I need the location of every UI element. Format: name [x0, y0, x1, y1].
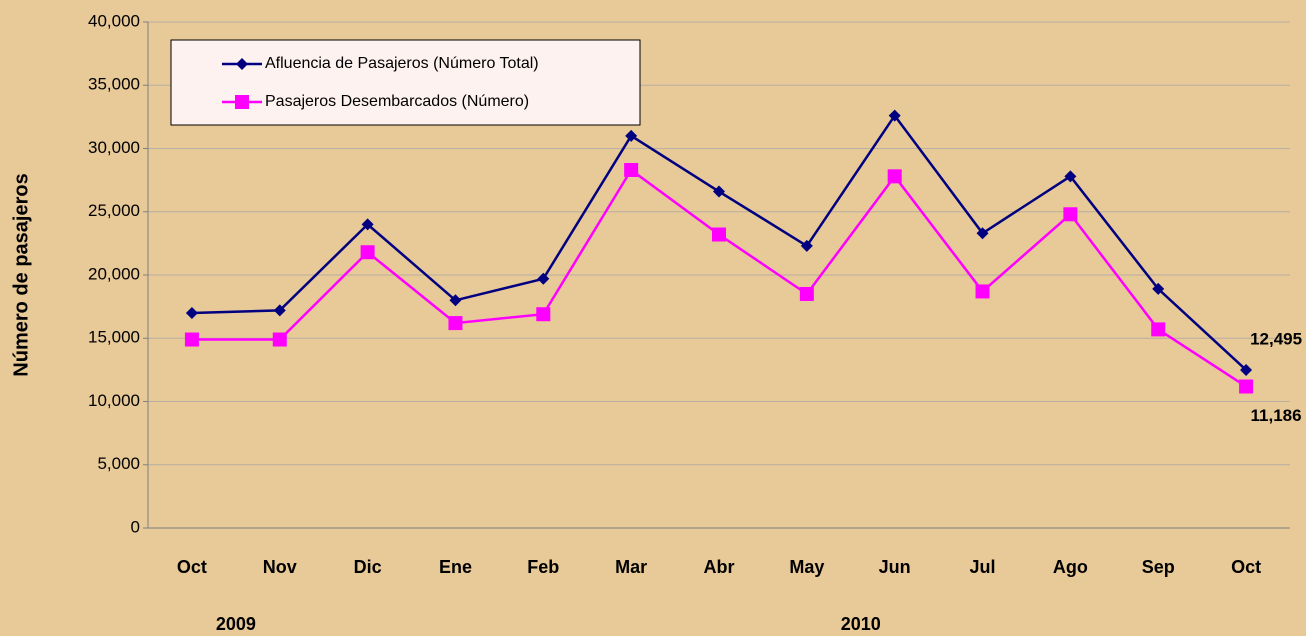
x-tick-label: Ago [1053, 557, 1088, 577]
marker [273, 304, 286, 317]
marker [887, 169, 902, 184]
marker [713, 185, 725, 198]
y-tick-label: 10,000 [88, 391, 140, 410]
legend-box [170, 39, 641, 126]
y-axis-label: Número de pasajeros [10, 173, 32, 376]
x-tick-label: Sep [1142, 557, 1175, 577]
marker [800, 239, 813, 252]
marker [449, 294, 462, 307]
marker [184, 332, 199, 347]
x-tick-label: Nov [263, 557, 297, 577]
marker [185, 306, 198, 319]
year-label: 2009 [216, 614, 256, 634]
marker [537, 272, 550, 285]
y-tick-label: 15,000 [88, 328, 140, 347]
marker [799, 286, 814, 301]
marker [1239, 379, 1254, 394]
legend-label: Afluencia de Pasajeros (Número Total) [265, 55, 539, 72]
x-tick-label: Feb [527, 557, 559, 577]
marker [976, 227, 989, 240]
marker [1240, 363, 1253, 376]
x-tick-label: Abr [704, 557, 735, 577]
marker [712, 227, 726, 242]
marker [448, 316, 463, 331]
y-tick-label: 30,000 [88, 138, 140, 157]
marker [236, 58, 248, 70]
y-tick-label: 5,000 [97, 454, 140, 473]
x-tick-label: Dic [354, 557, 382, 577]
y-tick-label: 35,000 [88, 75, 140, 94]
x-tick-label: May [789, 557, 824, 577]
marker [625, 129, 638, 142]
legend-label: Pasajeros Desembarcados (Número) [265, 93, 529, 110]
marker [1152, 282, 1165, 295]
marker [1063, 207, 1078, 222]
x-tick-label: Jul [970, 557, 996, 577]
x-tick-label: Ene [439, 557, 472, 577]
marker [272, 332, 287, 347]
y-tick-label: 20,000 [88, 264, 140, 283]
marker [360, 245, 375, 260]
data-label: 12,495 [1250, 329, 1302, 348]
marker [975, 284, 990, 299]
x-tick-label: Mar [615, 557, 647, 577]
marker [235, 95, 249, 109]
y-tick-label: 0 [131, 517, 140, 536]
marker [536, 307, 551, 322]
marker [1064, 170, 1077, 183]
x-tick-label: Oct [1231, 557, 1261, 577]
x-tick-label: Oct [177, 557, 207, 577]
marker [361, 218, 374, 231]
year-label: 2010 [841, 614, 881, 634]
marker [624, 163, 639, 178]
y-tick-label: 40,000 [88, 11, 140, 30]
marker [888, 109, 901, 122]
data-label: 11,186 [1251, 406, 1302, 425]
x-tick-label: Jun [879, 557, 911, 577]
y-tick-label: 25,000 [88, 201, 140, 220]
marker [1151, 322, 1166, 337]
